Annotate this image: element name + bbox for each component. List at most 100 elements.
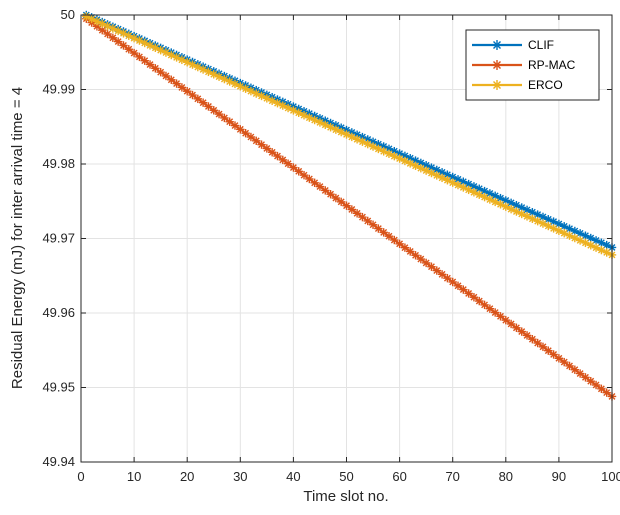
data-point: [225, 117, 234, 126]
series-layer: [82, 10, 617, 401]
data-point: [172, 79, 181, 88]
data-point: [336, 197, 346, 207]
data-point: [193, 94, 203, 104]
data-point: [119, 41, 128, 50]
data-point: [283, 159, 293, 168]
data-point: [257, 140, 266, 149]
data-point: [565, 361, 574, 371]
data-point: [326, 190, 335, 199]
x-tick-label: 70: [445, 469, 459, 484]
data-point: [581, 373, 590, 382]
data-point: [586, 241, 595, 250]
data-point: [241, 128, 250, 138]
data-point: [443, 273, 452, 283]
series-markers: [82, 12, 617, 260]
y-tick-label: 49.95: [42, 380, 75, 395]
data-point: [103, 29, 112, 39]
data-point: [390, 235, 399, 245]
x-tick-label: 0: [77, 469, 84, 484]
data-point: [469, 293, 479, 302]
data-point: [560, 357, 569, 367]
data-point: [427, 262, 436, 271]
data-point: [432, 266, 441, 275]
series-line: [85, 15, 613, 256]
data-point: [156, 67, 165, 77]
y-tick-label: 50: [61, 7, 75, 22]
data-point: [363, 216, 372, 226]
data-point: [549, 350, 558, 359]
data-point: [496, 312, 505, 321]
data-point: [267, 148, 277, 157]
data-point: [374, 224, 383, 233]
y-axis-label: Residual Energy (mJ) for inter arrival t…: [9, 87, 26, 389]
data-point: [416, 254, 426, 264]
x-tick-label: 30: [233, 469, 247, 484]
data-point: [230, 121, 240, 130]
data-point: [554, 354, 564, 363]
data-point: [379, 228, 388, 237]
data-point: [437, 270, 447, 279]
data-point: [151, 64, 160, 73]
x-tick-label: 100: [601, 469, 620, 484]
data-point: [347, 205, 357, 214]
x-axis-label: Time slot no.: [303, 488, 388, 505]
data-point: [480, 300, 489, 310]
data-point: [352, 209, 362, 218]
data-point: [475, 296, 484, 306]
data-point: [490, 308, 500, 317]
data-point: [544, 221, 553, 231]
data-point: [246, 132, 256, 142]
legend: CLIF RP-MAC ERCO: [465, 29, 600, 101]
data-point: [113, 37, 123, 46]
data-point: [570, 365, 580, 374]
data-point: [161, 71, 171, 81]
legend-item: RP-MAC: [472, 58, 576, 72]
y-tick-label: 49.99: [42, 82, 75, 97]
data-point: [395, 239, 404, 249]
data-point: [315, 182, 325, 191]
data-point: [198, 98, 208, 107]
data-point: [214, 109, 224, 119]
data-point: [204, 102, 213, 111]
legend-marker: [492, 80, 502, 90]
data-point: [273, 151, 282, 161]
y-tick-label: 49.97: [42, 231, 75, 246]
data-point: [299, 170, 309, 180]
data-point: [475, 190, 484, 199]
legend-item: CLIF: [472, 38, 554, 52]
data-point: [331, 193, 341, 203]
legend-marker: [492, 40, 502, 50]
data-point: [464, 289, 473, 298]
data-point: [358, 212, 367, 222]
data-point: [591, 380, 601, 390]
data-point: [448, 277, 457, 287]
data-point: [161, 48, 171, 57]
data-point: [124, 45, 133, 54]
data-point: [411, 251, 420, 260]
tick-labels: 0 10 20 30 40 50 60 70 80 90 100 49.94 49.95 49.96 49.…: [42, 7, 620, 484]
data-point: [459, 285, 468, 294]
legend-items: CLIF RP-MAC ERCO: [472, 38, 576, 92]
x-tick-label: 80: [499, 469, 513, 484]
data-point: [575, 369, 585, 378]
data-point: [129, 48, 139, 58]
data-point: [586, 376, 595, 386]
x-tick-label: 10: [127, 469, 141, 484]
series-markers: [82, 14, 617, 401]
data-point: [512, 323, 521, 332]
data-point: [517, 209, 526, 219]
data-point: [342, 201, 351, 210]
data-point: [183, 87, 192, 96]
data-point: [289, 163, 298, 172]
series-erco: [82, 12, 617, 260]
x-tick-label: 40: [286, 469, 300, 484]
data-point: [538, 342, 548, 352]
data-point: [602, 388, 611, 397]
series-line: [85, 14, 613, 249]
data-point: [368, 220, 378, 229]
data-point: [135, 52, 144, 62]
legend-label: ERCO: [528, 78, 563, 92]
data-point: [305, 113, 314, 122]
